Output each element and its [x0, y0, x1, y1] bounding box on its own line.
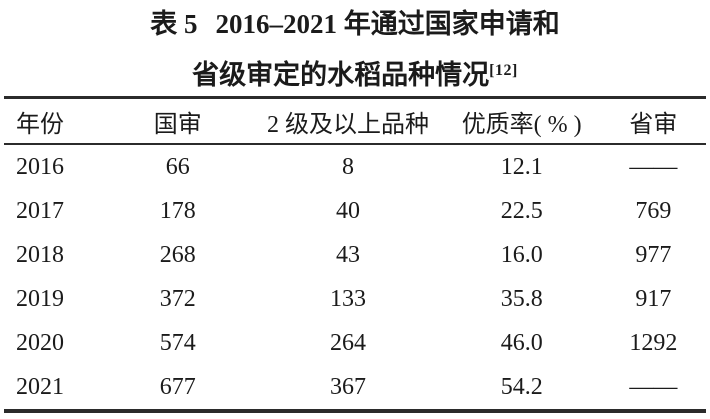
table-row: 2016 66 8 12.1 ——: [4, 144, 706, 189]
cell-year: 2016: [16, 153, 64, 180]
column-header-year: 年份: [16, 111, 64, 138]
cell-quality-rate: 22.5: [500, 197, 543, 224]
cell-grade2: 40: [335, 197, 360, 224]
table-row: 2021 677 367 54.2 ——: [4, 365, 706, 411]
cell-national: 677: [159, 373, 196, 400]
table-title-part1: 2016–2021 年通过国家申请和: [215, 9, 560, 39]
data-table: 年份 国审 2 级及以上品种 优质率( % ) 省审 2016 66 8 12.…: [4, 96, 706, 413]
citation-superscript: [12]: [489, 62, 518, 79]
cell-year: 2019: [16, 285, 64, 312]
cell-grade2: 264: [329, 329, 366, 356]
cell-provincial: ——: [629, 153, 678, 180]
cell-year: 2017: [16, 197, 64, 224]
cell-grade2: 367: [329, 373, 366, 400]
table-row: 2020 574 264 46.0 1292: [4, 321, 706, 365]
cell-provincial: 769: [635, 197, 672, 224]
cell-national: 268: [159, 241, 196, 268]
table-caption-line1: 表 5 2016–2021 年通过国家申请和: [0, 0, 710, 41]
cell-provincial: 917: [635, 285, 672, 312]
cell-provincial: 977: [635, 241, 672, 268]
cell-national: 66: [165, 153, 190, 180]
cell-quality-rate: 46.0: [500, 329, 543, 356]
cell-quality-rate: 35.8: [500, 285, 543, 312]
cell-quality-rate: 12.1: [500, 153, 543, 180]
cell-national: 372: [159, 285, 196, 312]
column-header-quality-rate: 优质率( % ): [461, 111, 582, 138]
cell-national: 178: [159, 197, 196, 224]
table-title-part2: 省级审定的水稻品种情况: [192, 60, 490, 90]
cell-quality-rate: 16.0: [500, 241, 543, 268]
column-header-provincial-approval: 省审: [629, 111, 678, 138]
cell-provincial: ——: [629, 373, 678, 400]
column-header-national-approval: 国审: [153, 111, 202, 138]
cell-quality-rate: 54.2: [500, 373, 543, 400]
cell-year: 2018: [16, 241, 64, 268]
table-number-label: 表 5: [150, 9, 198, 39]
table-row: 2018 268 43 16.0 977: [4, 233, 706, 277]
cell-national: 574: [159, 329, 196, 356]
table-caption-line2: 省级审定的水稻品种情况[12]: [0, 54, 710, 92]
column-header-grade2-and-above: 2 级及以上品种: [266, 111, 429, 138]
table-row: 2019 372 133 35.8 917: [4, 277, 706, 321]
cell-grade2: 43: [335, 241, 360, 268]
cell-provincial: 1292: [629, 329, 678, 356]
cell-grade2: 133: [329, 285, 366, 312]
cell-year: 2021: [16, 373, 64, 400]
cell-year: 2020: [16, 329, 64, 356]
header-row: 年份 国审 2 级及以上品种 优质率( % ) 省审: [4, 98, 706, 144]
table-row: 2017 178 40 22.5 769: [4, 189, 706, 233]
cell-grade2: 8: [341, 153, 354, 180]
